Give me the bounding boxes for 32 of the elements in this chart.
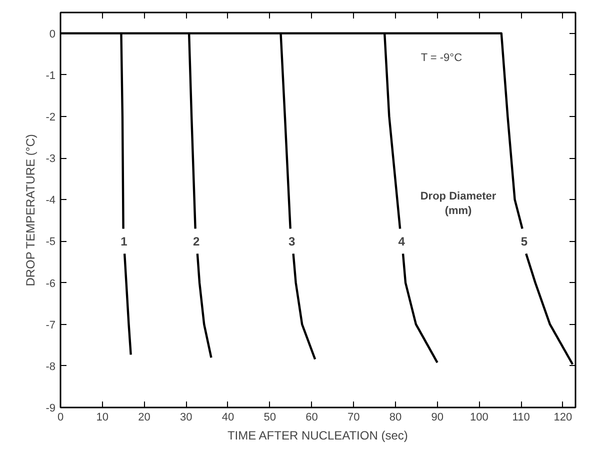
- x-tick-label: 50: [264, 412, 276, 424]
- y-tick-label: -5: [46, 236, 56, 248]
- x-tick-label: 20: [138, 412, 150, 424]
- x-axis-title: TIME AFTER NUCLEATION (sec): [227, 428, 408, 442]
- series-label: 2: [193, 234, 200, 249]
- series-label: 5: [520, 234, 528, 249]
- y-tick-label: 0: [49, 28, 56, 40]
- x-tick-label: 60: [306, 412, 318, 424]
- y-tick-label: -2: [46, 111, 56, 124]
- x-tick-label: 110: [512, 412, 530, 424]
- series-label: 3: [288, 234, 296, 249]
- y-axis-title: DROP TEMPERATURE (°C): [24, 134, 38, 286]
- series-label: 4: [398, 234, 406, 249]
- x-tick-label: 40: [222, 412, 234, 424]
- y-tick-label: -6: [46, 278, 56, 290]
- x-tick-label: 80: [389, 412, 402, 424]
- annotation: Drop Diameter (mm): [420, 190, 497, 217]
- x-tick-label: 70: [347, 412, 360, 424]
- y-tick-label: -8: [46, 360, 56, 373]
- x-tick-label: 30: [180, 412, 192, 424]
- y-tick-label: -1: [46, 70, 56, 82]
- y-tick-label: -7: [46, 319, 56, 332]
- series-label: 1: [120, 234, 128, 249]
- annotation: T = -9°C: [420, 52, 462, 64]
- y-tick-label: -9: [46, 402, 56, 414]
- x-tick-label: 0: [57, 412, 64, 424]
- y-tick-label: -3: [46, 153, 56, 166]
- x-tick-label: 120: [554, 412, 572, 424]
- y-tick-label: -4: [46, 194, 56, 207]
- x-tick-label: 100: [470, 412, 488, 424]
- x-tick-label: 10: [96, 412, 108, 424]
- x-tick-label: 90: [431, 412, 444, 424]
